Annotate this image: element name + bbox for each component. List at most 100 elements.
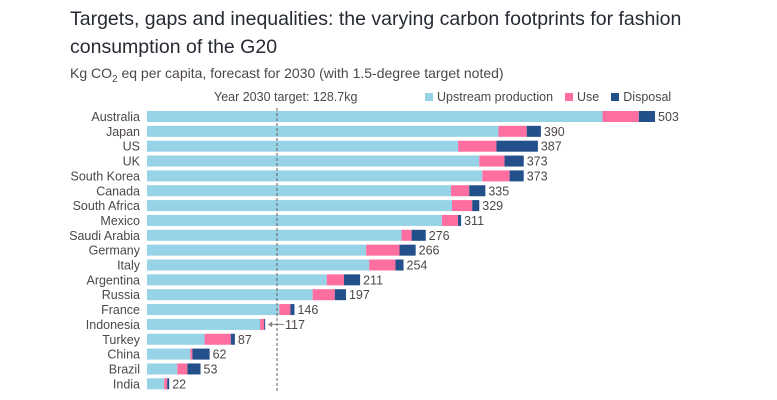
value-label: 276 xyxy=(429,229,450,243)
category-label: US xyxy=(123,140,140,154)
legend-item-use: Use xyxy=(565,90,599,104)
bar-segment-upstream-production xyxy=(147,274,327,286)
bar-segment-use xyxy=(452,200,473,212)
bar-segment-use xyxy=(312,289,335,301)
legend-swatch xyxy=(425,93,433,101)
subtitle-text: Kg CO xyxy=(70,65,113,81)
bar-segment-upstream-production xyxy=(147,200,453,212)
bar-segment-disposal xyxy=(343,274,361,286)
value-label: 254 xyxy=(407,259,428,273)
bar-segment-use xyxy=(177,363,188,375)
value-label: 211 xyxy=(363,273,383,287)
category-label: China xyxy=(107,348,140,362)
legend-item-disposal: Disposal xyxy=(611,90,671,104)
legend-label: Disposal xyxy=(623,90,672,104)
bar-segment-upstream-production xyxy=(147,214,442,226)
bar-segment-disposal xyxy=(638,111,656,122)
bar-segment-use xyxy=(326,274,344,286)
bar-segment-disposal xyxy=(230,333,235,345)
value-label: 335 xyxy=(488,184,509,198)
bar-segment-disposal xyxy=(458,214,462,226)
bar-segment-disposal xyxy=(167,378,170,390)
legend-item-upstream-production: Upstream production xyxy=(425,90,553,104)
subtitle-text-rest: eq per capita, forecast for 2030 (with 1… xyxy=(117,65,504,81)
category-label: Argentina xyxy=(86,273,140,287)
subtitle-subscript: 2 xyxy=(112,73,118,85)
bar-segment-disposal xyxy=(399,244,416,256)
legend-swatch xyxy=(611,93,620,101)
category-label: Australia xyxy=(91,110,140,124)
bar-segment-upstream-production xyxy=(147,170,483,182)
bar-segment-disposal xyxy=(472,200,480,212)
value-label: 373 xyxy=(527,169,548,183)
chart-subtitle: Kg CO2 eq per capita, forecast for 2030 … xyxy=(70,65,504,85)
bar-segment-upstream-production xyxy=(147,125,499,137)
value-label: 22 xyxy=(172,377,186,391)
bar-segment-disposal xyxy=(192,348,210,360)
bar-segment-use xyxy=(441,214,459,226)
category-label: South Korea xyxy=(71,169,141,183)
bar-segment-disposal xyxy=(334,289,346,301)
bar-segment-upstream-production xyxy=(147,348,191,360)
value-label: 373 xyxy=(527,155,548,169)
value-label: 311 xyxy=(464,214,484,228)
bar-segment-upstream-production xyxy=(147,259,370,271)
bar-segment-upstream-production xyxy=(147,155,480,167)
category-label: Canada xyxy=(96,184,140,198)
bar-segment-use xyxy=(279,304,291,316)
target-label: Year 2030 target: 128.7kg xyxy=(214,90,358,104)
category-label: Turkey xyxy=(102,333,140,347)
bar-segment-disposal xyxy=(496,140,538,152)
bar-segment-use xyxy=(190,348,193,360)
bar-segment-upstream-production xyxy=(147,333,205,345)
bar-segment-use xyxy=(602,111,639,122)
bar-segment-use xyxy=(164,378,168,390)
value-label: 197 xyxy=(349,288,370,302)
bar-segment-upstream-production xyxy=(147,185,452,197)
bar-segment-upstream-production xyxy=(147,140,459,152)
bar-segment-upstream-production xyxy=(147,244,367,256)
category-label: Russia xyxy=(102,288,140,302)
value-label: 329 xyxy=(482,199,503,213)
bar-segment-use xyxy=(260,318,265,330)
legend-swatch xyxy=(565,93,574,101)
bar-segment-upstream-production xyxy=(147,363,178,375)
category-label: France xyxy=(101,303,140,317)
value-label: 503 xyxy=(658,110,679,124)
value-label: 387 xyxy=(541,140,562,154)
bar-segment-upstream-production xyxy=(147,289,313,301)
bar-segment-disposal xyxy=(290,304,295,316)
value-label: 390 xyxy=(544,125,565,139)
bar-segment-upstream-production xyxy=(147,111,603,122)
category-label: Saudi Arabia xyxy=(69,229,140,243)
annotation-arrowhead xyxy=(268,321,273,328)
bar-segment-use xyxy=(482,170,510,182)
bar-segment-use xyxy=(366,244,400,256)
bar-segment-use xyxy=(451,185,470,197)
bar-segment-use xyxy=(498,125,527,137)
value-label: 146 xyxy=(297,303,318,317)
bar-segment-use xyxy=(204,333,231,345)
legend-label: Use xyxy=(577,90,600,104)
value-label: 117 xyxy=(285,318,305,332)
bar-segment-disposal xyxy=(187,363,201,375)
value-label: 62 xyxy=(213,348,227,362)
category-label: India xyxy=(113,377,140,391)
category-label: Indonesia xyxy=(86,318,140,332)
bar-segment-disposal xyxy=(504,155,524,167)
bar-segment-upstream-production xyxy=(147,304,280,316)
category-label: South Africa xyxy=(73,199,140,213)
chart-title: Targets, gaps and inequalities: the vary… xyxy=(70,8,682,58)
bar-segment-use xyxy=(479,155,505,167)
legend-label: Upstream production xyxy=(437,90,554,104)
bar-segment-disposal xyxy=(395,259,404,271)
category-label: Italy xyxy=(117,259,141,273)
bar-segment-use xyxy=(401,229,412,241)
category-label: Mexico xyxy=(100,214,140,228)
bar-segment-disposal xyxy=(411,229,426,241)
category-label: Japan xyxy=(106,125,140,139)
legend: Upstream production Use Disposal xyxy=(425,90,671,104)
bar-segment-upstream-production xyxy=(147,378,165,390)
bar-segment-disposal xyxy=(509,170,524,182)
